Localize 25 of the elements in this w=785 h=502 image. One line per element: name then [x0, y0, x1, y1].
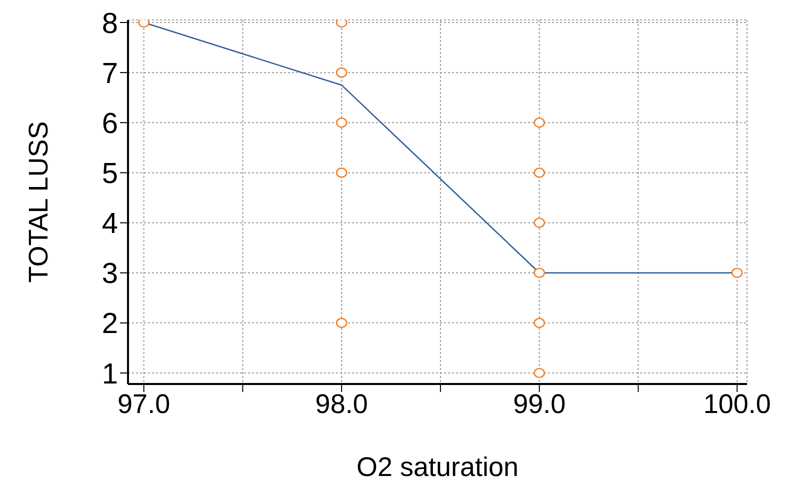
point	[336, 168, 348, 178]
point	[534, 368, 545, 378]
point	[534, 168, 545, 178]
y-tick-label: 1	[102, 358, 118, 390]
y-tick-label: 2	[102, 308, 118, 340]
y-tick-label: 3	[102, 258, 118, 290]
y-tick-label: 8	[102, 8, 118, 40]
y-axis-title: TOTAL LUSS	[24, 121, 54, 283]
point	[534, 318, 545, 328]
y-tick-label: 5	[102, 158, 118, 190]
point	[336, 117, 348, 128]
point	[534, 218, 545, 228]
point	[336, 67, 348, 78]
point	[336, 318, 348, 328]
x-tick-label: 98.0	[315, 389, 368, 420]
x-tick-label: 100.0	[703, 389, 771, 420]
x-axis-title: O2 saturation	[356, 452, 519, 482]
y-tick-label: 4	[102, 208, 118, 240]
x-tick-label: 97.0	[118, 389, 170, 420]
point	[534, 117, 545, 128]
point	[534, 268, 545, 278]
x-tick-label: 99.0	[513, 389, 566, 420]
y-tick-label: 7	[102, 58, 118, 90]
y-tick-label: 6	[102, 108, 118, 140]
point	[731, 268, 743, 278]
